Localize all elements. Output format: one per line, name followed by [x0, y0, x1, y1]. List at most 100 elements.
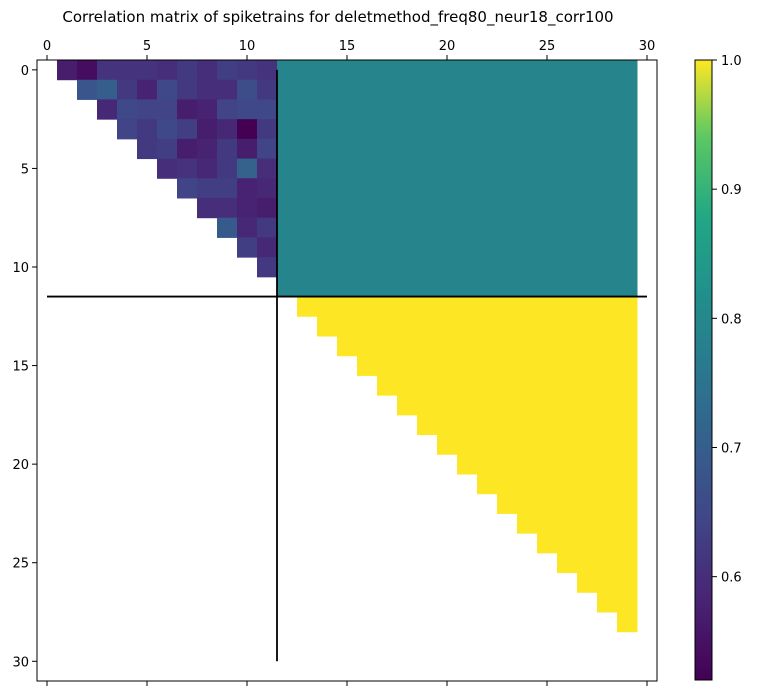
- heatmap-cell: [337, 138, 358, 160]
- heatmap-cell: [497, 79, 518, 100]
- heatmap-cell: [477, 237, 498, 258]
- heatmap-cell: [617, 533, 638, 554]
- heatmap-cell: [617, 198, 638, 219]
- heatmap-cell: [257, 178, 278, 199]
- heatmap-cell: [337, 316, 358, 337]
- x-tick-label: 20: [439, 39, 456, 54]
- heatmap-cell: [397, 217, 418, 238]
- heatmap-cell: [517, 375, 538, 396]
- heatmap-cell: [177, 60, 198, 81]
- heatmap-cell: [257, 119, 278, 140]
- heatmap-cell: [577, 257, 598, 278]
- heatmap-cell: [497, 375, 518, 396]
- heatmap-cell: [617, 60, 638, 81]
- heatmap-cell: [417, 99, 438, 120]
- y-tick-label: 20: [12, 458, 29, 473]
- heatmap-cell: [237, 217, 258, 238]
- heatmap-cell: [97, 60, 118, 81]
- heatmap-cell: [617, 158, 638, 179]
- heatmap-cell: [497, 119, 518, 140]
- heatmap-cell: [437, 60, 458, 81]
- heatmap-cell: [77, 60, 98, 81]
- heatmap-cell: [477, 296, 498, 317]
- heatmap-cell: [297, 198, 318, 219]
- heatmap-cell: [517, 276, 538, 298]
- colorbar-ticks: 0.6 0.7 0.8 0.9 1.0: [712, 54, 742, 586]
- heatmap-cell: [477, 257, 498, 278]
- heatmap-cell: [317, 158, 338, 179]
- heatmap-cell: [597, 257, 618, 278]
- heatmap-cell: [617, 217, 638, 238]
- heatmap-cell: [357, 296, 378, 317]
- heatmap-cell: [477, 138, 498, 160]
- heatmap-cell: [457, 178, 478, 199]
- colorbar-tick-label: 0.8: [721, 312, 742, 327]
- heatmap-cell: [577, 395, 598, 416]
- heatmap-cell: [157, 60, 178, 81]
- heatmap-cell: [357, 178, 378, 199]
- heatmap-cell: [517, 217, 538, 238]
- heatmap-cell: [457, 237, 478, 258]
- divider-lines: [47, 69, 647, 662]
- heatmap-cell: [417, 79, 438, 100]
- heatmap-cell: [297, 257, 318, 278]
- heatmap-cell: [477, 60, 498, 81]
- heatmap-cell: [557, 434, 578, 455]
- heatmap-cell: [417, 119, 438, 140]
- heatmap-cell: [257, 158, 278, 179]
- heatmap-cell: [417, 355, 438, 376]
- heatmap-cell: [157, 158, 178, 179]
- heatmap-cells: [57, 60, 638, 633]
- heatmap-cell: [277, 217, 298, 238]
- heatmap-cell: [337, 276, 358, 298]
- heatmap-cell: [537, 257, 558, 278]
- heatmap-cell: [417, 375, 438, 396]
- heatmap-cell: [397, 316, 418, 337]
- heatmap-cell: [277, 158, 298, 179]
- heatmap-cell: [437, 257, 458, 278]
- heatmap-cell: [457, 138, 478, 160]
- heatmap-cell: [497, 493, 518, 514]
- heatmap-cell: [357, 138, 378, 160]
- heatmap-cell: [557, 414, 578, 436]
- heatmap-cell: [557, 60, 578, 81]
- heatmap-cell: [577, 434, 598, 455]
- y-tick-label: 10: [12, 261, 29, 276]
- heatmap-cell: [597, 60, 618, 81]
- heatmap-cell: [557, 493, 578, 514]
- heatmap-cell: [597, 119, 618, 140]
- heatmap-cell: [397, 178, 418, 199]
- heatmap-cell: [557, 257, 578, 278]
- heatmap-cell: [217, 99, 238, 120]
- heatmap-cell: [377, 60, 398, 81]
- heatmap-cell: [417, 257, 438, 278]
- heatmap-cell: [317, 217, 338, 238]
- heatmap-cell: [317, 257, 338, 278]
- colorbar-tick-label: 1.0: [721, 54, 742, 69]
- heatmap-cell: [237, 119, 258, 140]
- heatmap-cell: [597, 552, 618, 574]
- heatmap-cell: [617, 375, 638, 396]
- heatmap-cell: [397, 138, 418, 160]
- heatmap-cell: [537, 158, 558, 179]
- heatmap-cell: [457, 198, 478, 219]
- heatmap-cell: [617, 138, 638, 160]
- y-tick-label: 15: [12, 360, 29, 375]
- heatmap-cell: [157, 119, 178, 140]
- heatmap-cell: [617, 316, 638, 337]
- heatmap-cell: [357, 158, 378, 179]
- heatmap-cell: [377, 138, 398, 160]
- heatmap-cell: [537, 198, 558, 219]
- heatmap-cell: [397, 60, 418, 81]
- heatmap-cell: [477, 119, 498, 140]
- heatmap-cell: [177, 178, 198, 199]
- heatmap-cell: [497, 474, 518, 495]
- heatmap-cell: [597, 572, 618, 593]
- heatmap-cell: [317, 178, 338, 199]
- heatmap-cell: [457, 296, 478, 317]
- heatmap-cell: [617, 336, 638, 357]
- heatmap-cell: [197, 60, 218, 81]
- heatmap-cell: [617, 493, 638, 514]
- heatmap-cell: [377, 79, 398, 100]
- heatmap-cell: [457, 434, 478, 455]
